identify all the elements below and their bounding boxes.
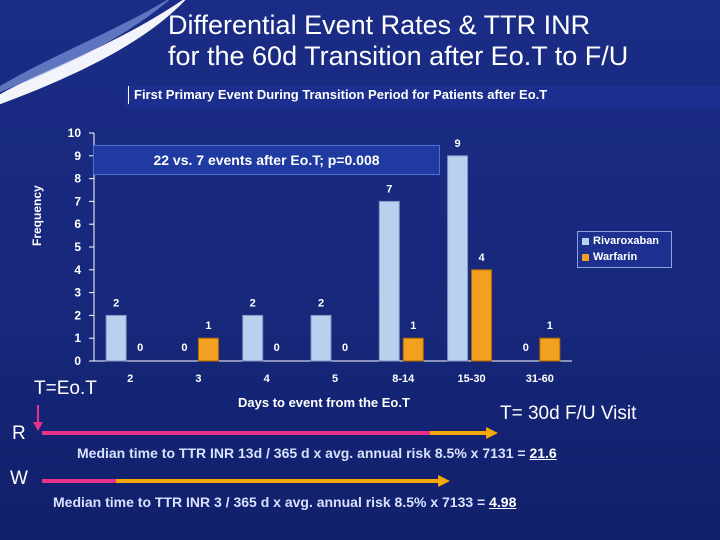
r-note-text: Median time to TTR INR 13d / 365 d x avg… xyxy=(77,445,530,461)
legend-item-warfarin: Warfarin xyxy=(582,251,637,263)
y-axis-label: Frequency xyxy=(30,185,44,246)
data-label-warfarin: 1 xyxy=(205,320,211,332)
y-tick-label: 1 xyxy=(74,331,81,345)
r-median-note: Median time to TTR INR 13d / 365 d x avg… xyxy=(77,445,557,461)
y-tick-label: 7 xyxy=(74,194,81,208)
bar-rivaroxaban xyxy=(105,314,127,362)
bar-warfarin xyxy=(402,337,424,362)
data-label-warfarin: 1 xyxy=(547,320,553,332)
r-arm-label: R xyxy=(12,423,26,444)
data-label-warfarin: 1 xyxy=(410,320,416,332)
bar-warfarin xyxy=(471,269,493,362)
swoosh-logo xyxy=(0,0,186,105)
data-label-rivaroxaban: 0 xyxy=(181,342,187,354)
w-note-text: Median time to TTR INR 3 / 365 d x avg. … xyxy=(53,494,490,510)
chart-title: First Primary Event During Transition Pe… xyxy=(128,86,547,104)
callout-box: 22 vs. 7 events after Eo.T; p=0.008 xyxy=(93,145,440,175)
y-tick-label: 5 xyxy=(74,240,81,254)
data-label-rivaroxaban: 0 xyxy=(523,342,529,354)
data-label-warfarin: 4 xyxy=(479,252,486,264)
legend-item-rivaroxaban: Rivaroxaban xyxy=(582,235,659,247)
title-line-2: for the 60d Transition after Eo.T to F/U xyxy=(168,41,629,71)
bar-rivaroxaban xyxy=(242,314,264,362)
legend-label-warfarin: Warfarin xyxy=(593,251,638,263)
x-tick-label: 31-60 xyxy=(526,373,554,385)
y-tick-label: 0 xyxy=(74,354,81,368)
bar-rivaroxaban xyxy=(447,155,469,362)
w-median-note: Median time to TTR INR 3 / 365 d x avg. … xyxy=(53,494,516,510)
legend-swatch-warfarin xyxy=(582,253,589,261)
w-arm-label: W xyxy=(10,468,28,489)
slide-title: Differential Event Rates & TTR INR for t… xyxy=(168,10,718,72)
eot-label: T=Eo.T xyxy=(34,378,97,399)
data-label-warfarin: 0 xyxy=(342,342,348,354)
y-tick-label: 6 xyxy=(74,217,81,231)
y-tick-label: 4 xyxy=(74,263,81,277)
bar-rivaroxaban xyxy=(378,200,400,362)
r-note-value: 21.6 xyxy=(529,445,557,461)
legend-label-rivaroxaban: Rivaroxaban xyxy=(593,235,660,247)
y-tick-label: 9 xyxy=(74,149,81,163)
x-axis-label: Days to event from the Eo.T xyxy=(238,395,410,410)
chart-legend: Rivaroxaban Warfarin xyxy=(577,231,672,268)
chart-title-band xyxy=(125,86,720,108)
title-line-1: Differential Event Rates & TTR INR xyxy=(168,10,591,40)
data-label-rivaroxaban: 7 xyxy=(386,183,392,195)
data-label-rivaroxaban: 2 xyxy=(250,297,256,309)
data-label-warfarin: 0 xyxy=(137,342,143,354)
x-tick-label: 3 xyxy=(195,373,201,385)
x-tick-label: 15-30 xyxy=(458,373,486,385)
x-tick-label: 4 xyxy=(264,373,271,385)
y-tick-label: 10 xyxy=(68,126,82,140)
data-label-rivaroxaban: 9 xyxy=(455,138,461,150)
legend-swatch-rivaroxaban xyxy=(582,237,589,245)
data-label-rivaroxaban: 2 xyxy=(318,297,324,309)
y-tick-label: 3 xyxy=(74,286,81,300)
x-tick-label: 8-14 xyxy=(392,373,415,385)
x-tick-label: 5 xyxy=(332,373,338,385)
bar-warfarin xyxy=(197,337,219,362)
bar-warfarin xyxy=(539,337,561,362)
bar-rivaroxaban xyxy=(310,314,332,362)
w-note-value: 4.98 xyxy=(489,494,517,510)
y-tick-label: 2 xyxy=(74,308,81,322)
data-label-warfarin: 0 xyxy=(274,342,280,354)
x-tick-label: 2 xyxy=(127,373,133,385)
fu-visit-label: T= 30d F/U Visit xyxy=(500,403,637,424)
data-label-rivaroxaban: 2 xyxy=(113,297,119,309)
y-tick-label: 8 xyxy=(74,172,81,186)
